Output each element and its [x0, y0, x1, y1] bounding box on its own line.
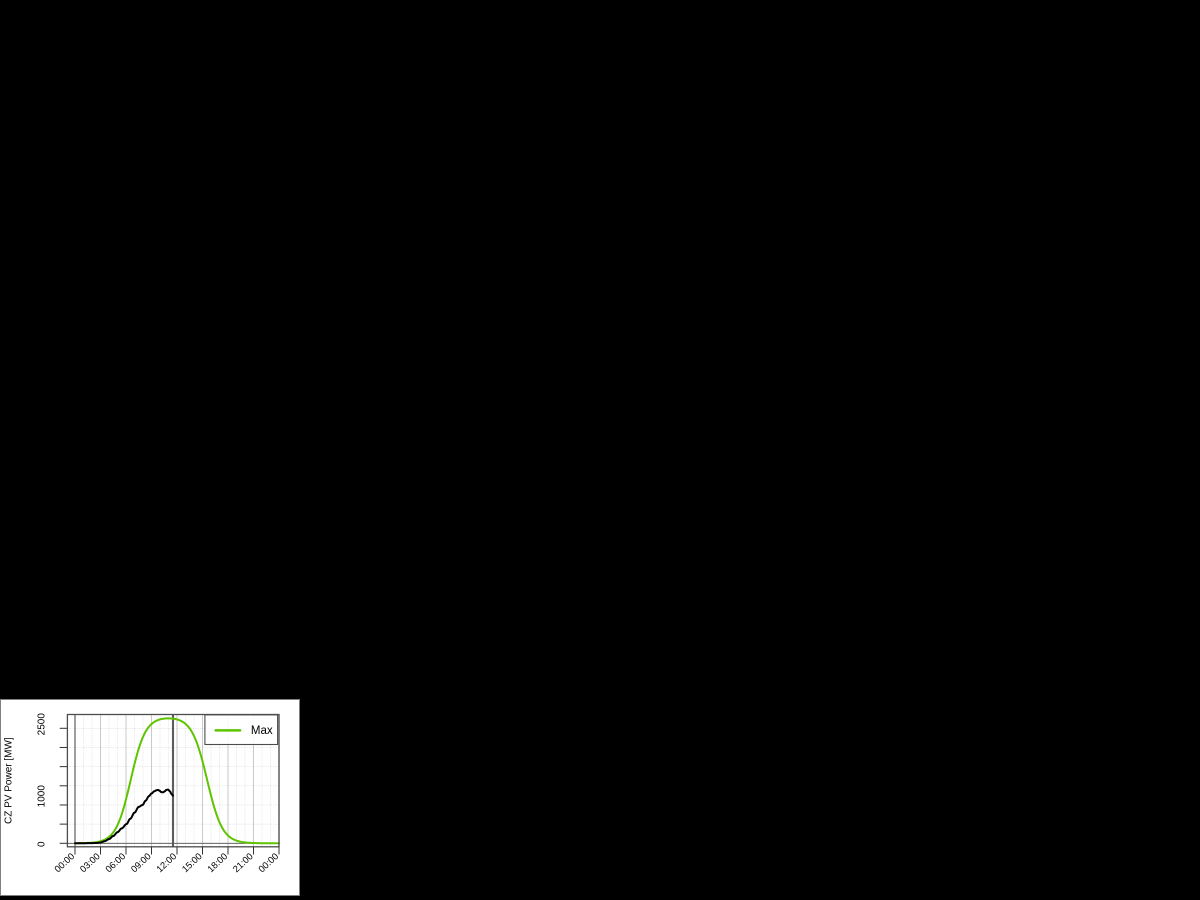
svg-text:03:00: 03:00	[78, 851, 102, 874]
svg-text:15:00: 15:00	[180, 851, 204, 874]
svg-text:06:00: 06:00	[104, 851, 128, 874]
svg-text:21:00: 21:00	[231, 851, 255, 874]
svg-text:18:00: 18:00	[206, 851, 230, 874]
svg-text:09:00: 09:00	[129, 851, 153, 874]
svg-text:12:00: 12:00	[155, 851, 179, 874]
svg-text:00:00: 00:00	[257, 851, 281, 874]
svg-text:0: 0	[37, 841, 48, 847]
svg-text:2500: 2500	[37, 713, 48, 736]
svg-text:Max: Max	[251, 725, 273, 737]
svg-text:00:00: 00:00	[53, 851, 77, 874]
svg-text:CZ PV Power [MW]: CZ PV Power [MW]	[3, 737, 14, 824]
svg-text:1000: 1000	[37, 785, 48, 808]
